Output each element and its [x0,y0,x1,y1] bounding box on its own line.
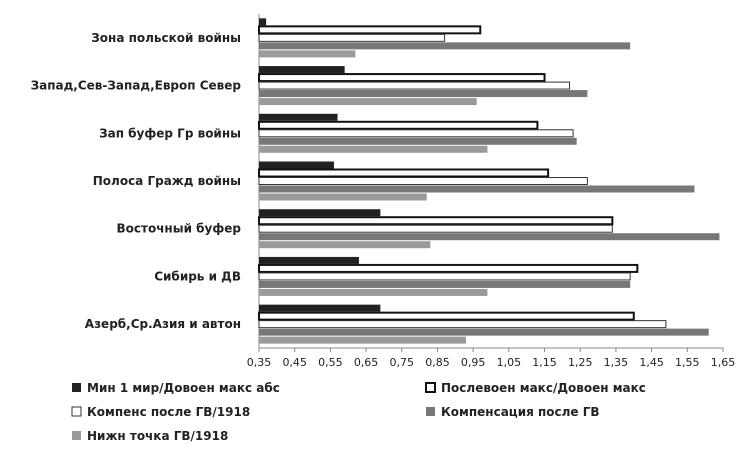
category-label: Сибирь и ДВ [154,269,241,283]
x-tick-label: 0,75 [390,356,415,369]
bars-layer [258,18,720,344]
bar [259,256,359,264]
bar [259,50,356,58]
x-tick-label: 1,45 [639,356,664,369]
bar [259,185,695,193]
bar [258,224,613,233]
bar [259,241,431,249]
category-label: Зап буфер Гр войны [99,126,241,140]
bar [259,90,588,98]
bar [258,216,614,226]
legend-label: Мин 1 мир/Довоен макс абс [87,381,280,395]
x-tick-label: 1,65 [711,356,736,369]
x-tick-label: 0,95 [461,356,486,369]
legend-swatch [72,431,81,440]
legend: Мин 1 мир/Довоен макс абс Послевоен макс/… [71,381,646,443]
bar [259,304,381,312]
bar [259,145,488,153]
bar [258,81,571,90]
bar [258,129,574,138]
bar [258,120,539,130]
category-label: Запад,Сев-Запад,Европ Север [31,79,242,93]
bar [259,288,488,296]
legend-label: Послевоен макс/Довоен макс [441,381,646,395]
bar [259,209,381,217]
bar [259,113,338,121]
category-label: Полоса Гражд войны [93,174,241,188]
bar [258,73,546,83]
legend-swatch [71,406,82,417]
x-tick-label: 1,05 [497,356,522,369]
x-tick-label: 1,25 [568,356,593,369]
bar [258,33,446,42]
bar [259,328,709,336]
bar [258,263,639,273]
x-tick-label: 0,85 [425,356,450,369]
bar [258,25,482,35]
bar [259,193,427,201]
x-tick-label: 1,15 [532,356,557,369]
bar [259,336,467,344]
legend-swatch [426,407,435,416]
bar [258,272,631,281]
bar [259,280,631,288]
category-label: Азерб,Ср.Азия и автон [85,317,241,331]
x-tick-label: 0,35 [247,356,272,369]
bar [259,161,334,169]
bar [259,137,577,145]
bar [258,311,635,321]
bar [259,98,477,106]
legend-label: Компенс после ГВ/1918 [87,405,250,419]
x-tick-label: 0,65 [354,356,379,369]
bar [258,177,588,185]
legend-label: Нижн точка ГВ/1918 [87,429,228,443]
category-label: Восточный буфер [116,222,241,236]
bar [258,320,667,329]
legend-swatch [425,382,436,393]
x-tick-label: 0,45 [282,356,307,369]
bar [259,66,345,74]
bar [259,42,631,50]
x-tick-labels: 0,35 0,45 0,55 0,65 0,75 0,85 0,95 1,05 1,15 1,25… [247,348,736,369]
x-tick-label: 1,55 [675,356,700,369]
x-tick-label: 1,35 [604,356,629,369]
x-tick-label: 0,55 [318,356,343,369]
category-label: Зона польской войны [91,31,241,45]
legend-swatch [72,383,81,392]
legend-label: Компенсация после ГВ [441,405,600,419]
bar [259,233,720,241]
category-labels: Зона польской войны Запад,Сев-Запад,Европ… [31,31,242,331]
bar [258,168,550,178]
bar [259,18,267,26]
